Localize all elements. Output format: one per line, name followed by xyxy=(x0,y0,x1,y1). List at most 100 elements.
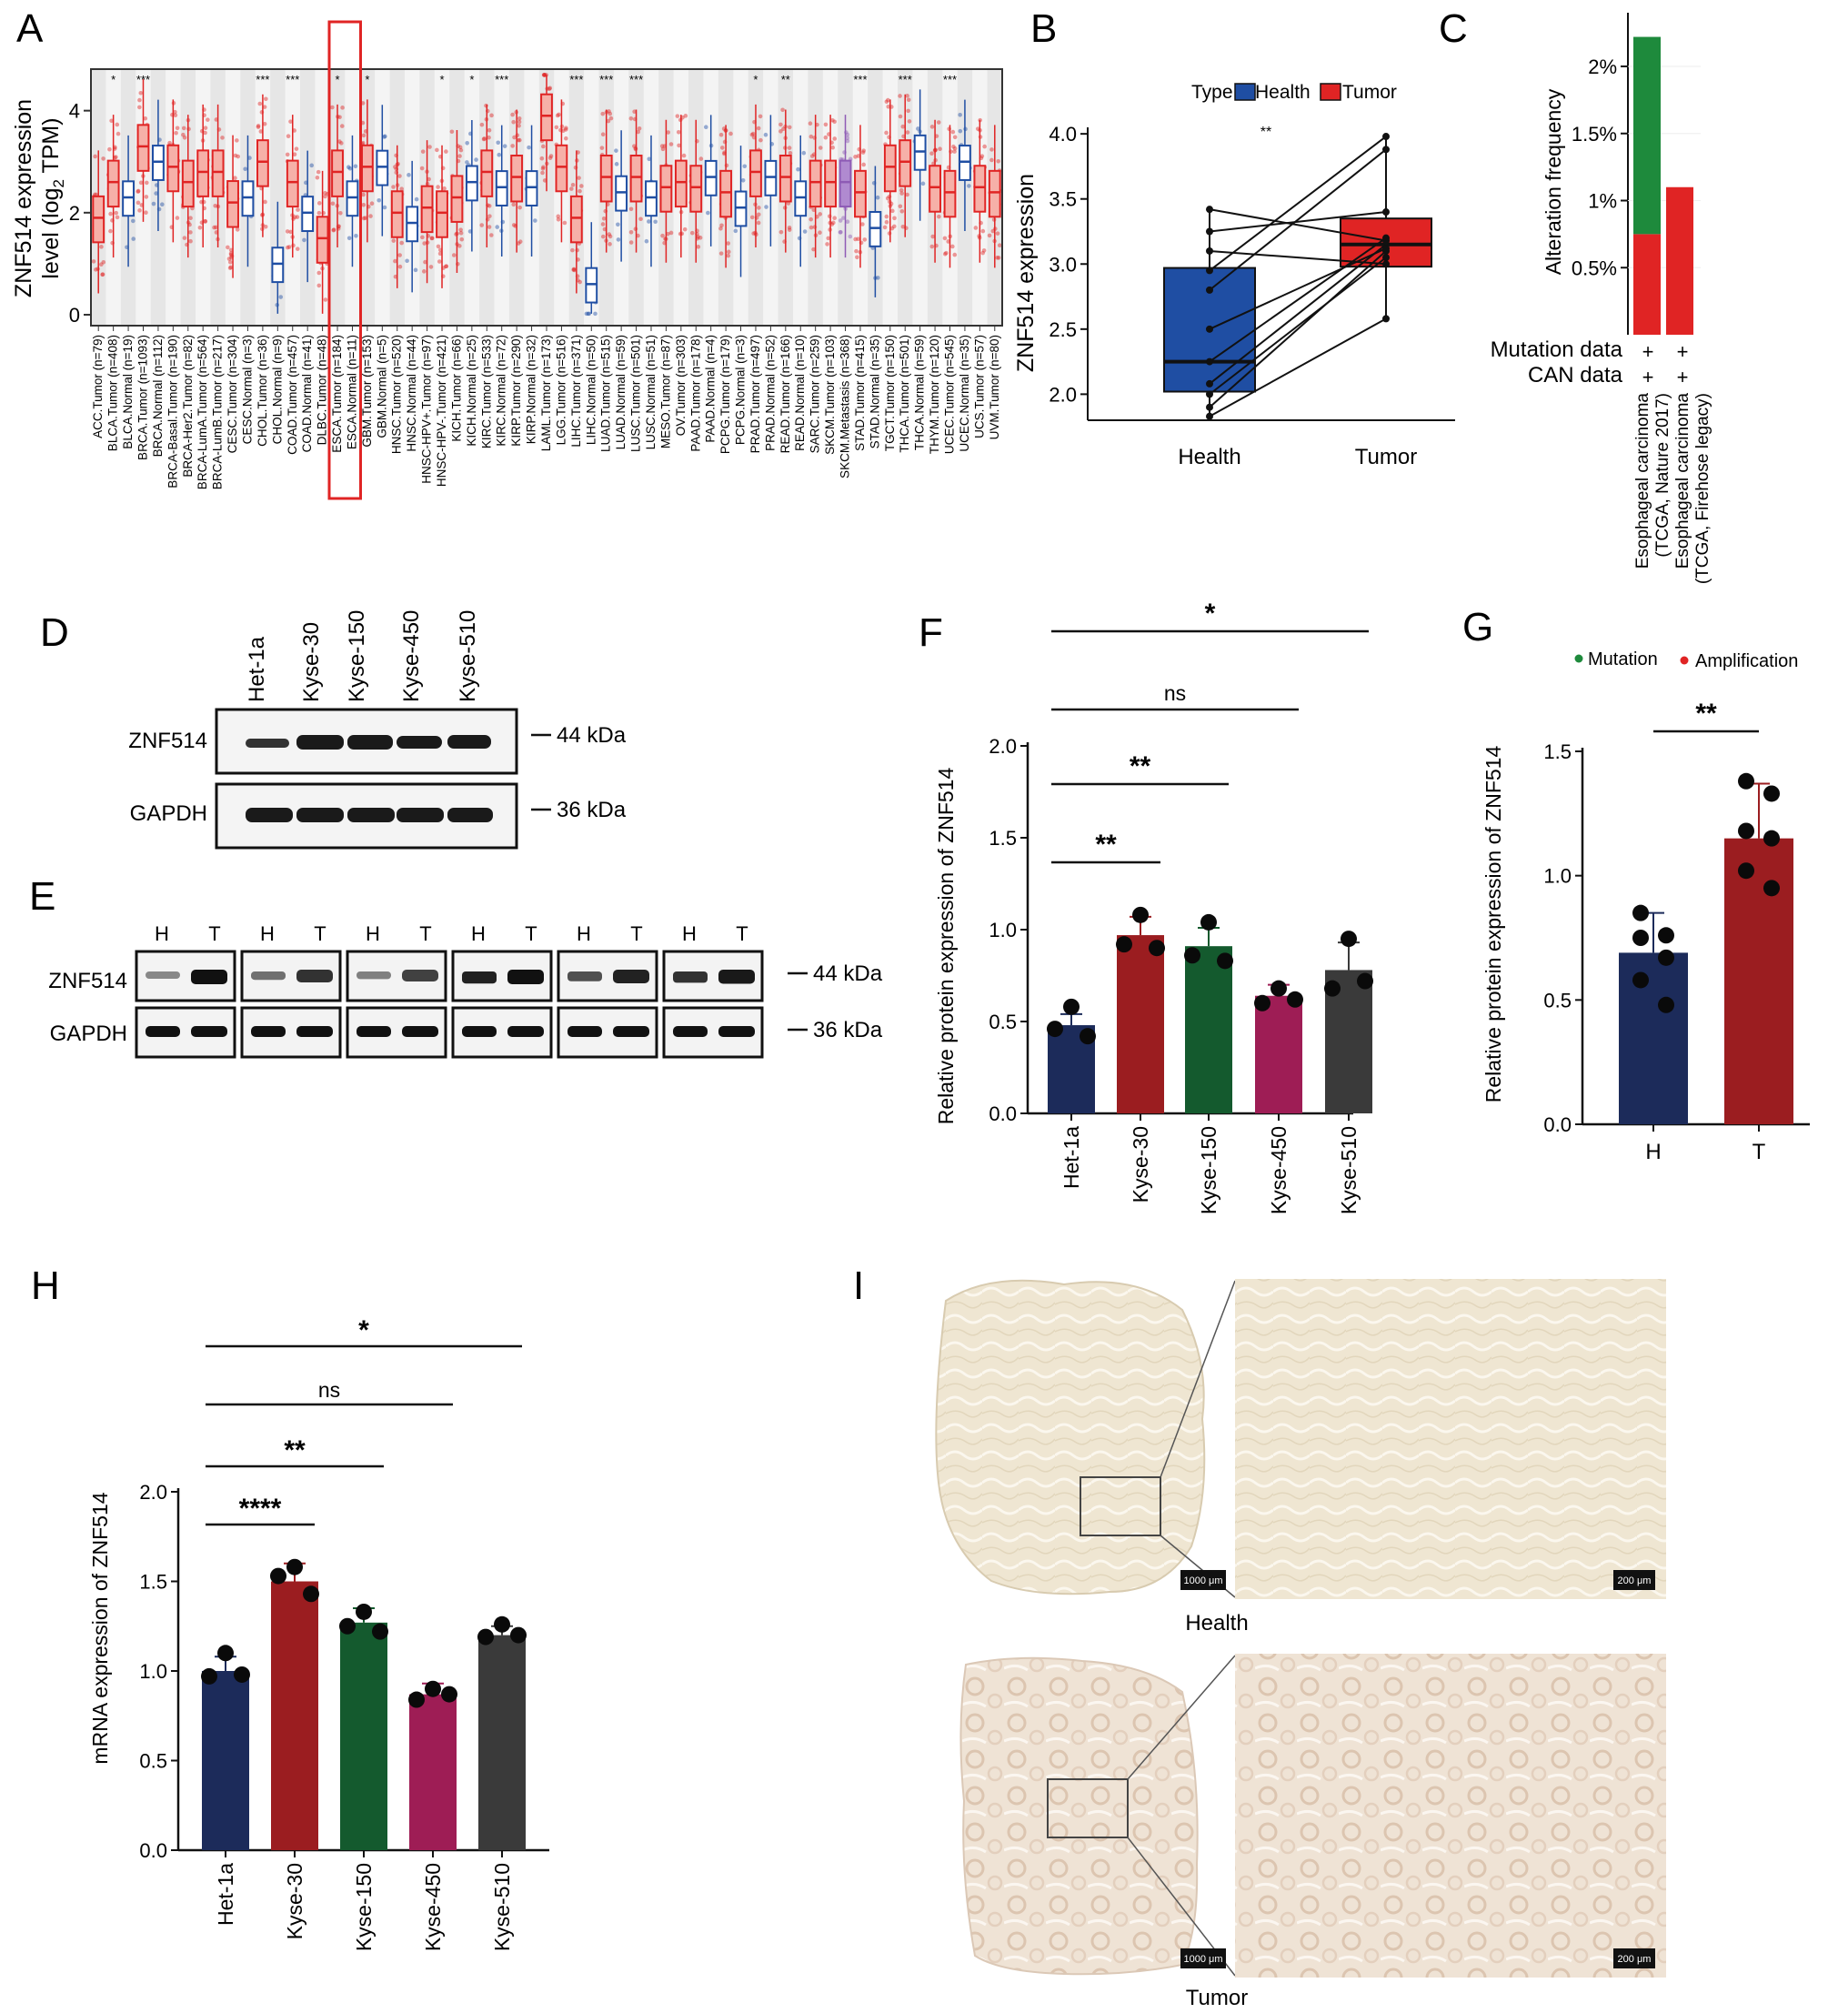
band xyxy=(146,1026,180,1037)
x-tick-label: OV.Tumor (n=303) xyxy=(674,335,688,436)
panel-a-pan-cancer-boxplot: * *** *** *** * * * * *** *** *** *** * ** *** *** *** 0… xyxy=(11,20,1003,500)
x-tick-label: BRCA-Basal.Tumor (n=190) xyxy=(166,335,179,488)
bar xyxy=(478,1635,526,1850)
jitter-point xyxy=(173,113,178,118)
pair-point xyxy=(1382,245,1390,253)
jitter-point xyxy=(750,131,756,136)
jitter-point xyxy=(787,225,792,230)
band xyxy=(402,970,438,981)
panel-d-lane-1: Het-1a xyxy=(245,636,269,702)
x-tick-label: Kyse-450 xyxy=(421,1863,445,1951)
y-tick-label: 2 xyxy=(69,202,80,225)
panel-b-x-label-health: Health xyxy=(1178,445,1240,469)
jitter-point xyxy=(884,214,889,219)
jitter-point xyxy=(796,166,800,172)
x-tick-label: UCEC.Normal (n=35) xyxy=(958,335,971,452)
jitter-point xyxy=(787,125,792,130)
box xyxy=(569,195,583,244)
jitter-point xyxy=(459,237,465,242)
jitter-point xyxy=(668,230,674,236)
x-tick-label: HNSC-HPV+.Tumor (n=97) xyxy=(420,335,434,484)
panel-b-legend-tumor: Tumor xyxy=(1342,82,1397,103)
jitter-point xyxy=(315,175,320,180)
jitter-point xyxy=(757,206,761,210)
box xyxy=(913,134,927,171)
jitter-point xyxy=(825,242,829,247)
band xyxy=(718,970,755,984)
data-point xyxy=(1341,931,1357,948)
y-tick-label: 0.5 xyxy=(1543,989,1572,1012)
panel-h-plot: 0.0 0.5 1.0 1.5 2.0 Het-1a Kyse-30 Kyse-150 Kyse… xyxy=(139,1315,549,1951)
y-tick-label: 4.0 xyxy=(1049,123,1077,146)
pair-line xyxy=(1209,249,1387,266)
jitter-point xyxy=(288,119,293,124)
jitter-point xyxy=(427,176,431,182)
jitter-point xyxy=(295,247,300,251)
y-tick-label: 1% xyxy=(1588,190,1617,213)
pair-point xyxy=(1382,260,1390,268)
panel-d-row-znf514: ZNF514 xyxy=(128,729,207,753)
panel-e-western-blot-tissue: H T H T H T H T H T H T ZNF514 GAPDH 44 kDa 36 kDa xyxy=(48,922,883,1059)
jitter-point xyxy=(608,116,614,121)
jitter-point xyxy=(875,195,880,200)
data-point xyxy=(1063,998,1080,1015)
y-tick-label: 0.0 xyxy=(1543,1113,1572,1136)
jitter-point xyxy=(830,145,835,150)
x-tick-label: READ.Normal (n=10) xyxy=(793,335,807,451)
jitter-point xyxy=(227,266,233,270)
jitter-point xyxy=(942,236,948,241)
panel-g-y-label: Relative protein expression of ZNF514 xyxy=(1481,746,1505,1103)
jitter-point xyxy=(952,252,958,257)
jitter-point xyxy=(632,109,637,114)
jitter-point xyxy=(855,255,859,260)
jitter-point xyxy=(600,111,606,116)
jitter-point xyxy=(511,202,517,207)
significance-mark: * xyxy=(469,73,474,86)
panel-a-boxes xyxy=(91,73,1002,317)
pair-line xyxy=(1209,136,1387,272)
jitter-point xyxy=(331,227,336,233)
jitter-point xyxy=(826,236,831,241)
panel-c-mark-mut-1: + xyxy=(1642,340,1654,363)
x-tick-label: PAAD.Tumor (n=178) xyxy=(688,335,702,452)
jitter-point xyxy=(228,252,234,257)
jitter-point xyxy=(93,267,98,272)
jitter-point xyxy=(474,157,478,162)
jitter-point xyxy=(696,235,700,239)
jitter-point xyxy=(361,192,366,197)
ihc-health-overview xyxy=(935,1279,1206,1595)
y-tick-label: 1.0 xyxy=(139,1660,167,1683)
jitter-point xyxy=(144,210,148,215)
data-point xyxy=(1658,927,1674,944)
panel-a-y-label-sub: level (log2 TPM) xyxy=(38,117,67,278)
x-tick-label: LUSC.Normal (n=51) xyxy=(644,335,658,449)
jitter-point xyxy=(137,97,142,103)
jitter-point xyxy=(860,222,865,226)
jitter-point xyxy=(808,216,814,222)
x-tick-label: BRCA-LumA.Tumor (n=564) xyxy=(196,335,209,489)
jitter-point xyxy=(808,225,814,230)
lane-label-t: T xyxy=(736,922,748,945)
jitter-point xyxy=(323,297,328,302)
x-tick-label: TGCT.Tumor (n=150) xyxy=(883,335,897,451)
jitter-point xyxy=(562,220,567,226)
jitter-point xyxy=(159,202,165,206)
jitter-point xyxy=(188,238,193,244)
data-point xyxy=(1200,913,1217,931)
panel-label-f: F xyxy=(919,610,943,655)
significance-label: * xyxy=(1205,599,1216,629)
jitter-point xyxy=(482,136,487,141)
scale-bar-1000-tumor-label: 1000 μm xyxy=(1183,1954,1222,1965)
jitter-point xyxy=(108,228,113,234)
data-point xyxy=(1254,994,1270,1012)
y-tick-label: 1.0 xyxy=(989,919,1017,941)
lane-label-h: H xyxy=(577,922,591,945)
panel-label-c: C xyxy=(1439,6,1468,51)
jitter-point xyxy=(285,152,290,157)
panel-label-g: G xyxy=(1462,605,1493,649)
jitter-point xyxy=(898,204,903,209)
x-tick-label: THCA.Normal (n=59) xyxy=(913,335,927,450)
x-tick-label: Kyse-150 xyxy=(1197,1126,1220,1214)
jitter-point xyxy=(989,147,994,152)
x-tick-label: LGG.Tumor (n=516) xyxy=(554,335,567,445)
